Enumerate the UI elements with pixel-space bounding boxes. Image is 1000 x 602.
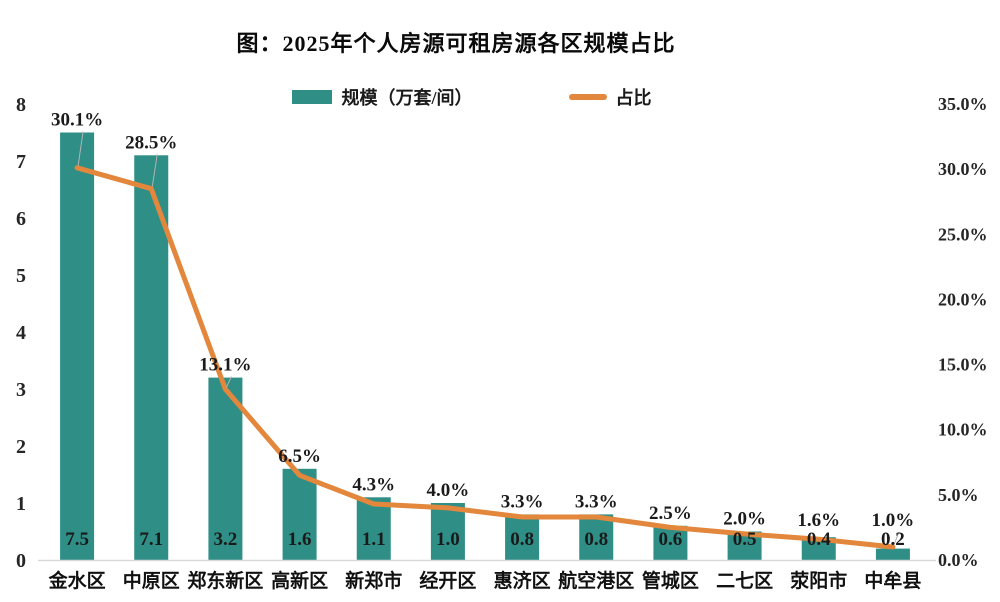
- bar-管城区: [653, 525, 688, 560]
- value-label-中原区: 7.1: [139, 529, 163, 550]
- x-tick-管城区: 管城区: [642, 569, 699, 592]
- left-tick-6: 6: [16, 208, 26, 230]
- share-label-郑东新区: 13.1%: [199, 355, 251, 376]
- share-label-经开区: 4.0%: [427, 480, 470, 501]
- left-tick-8: 8: [16, 94, 26, 116]
- value-label-中牟县: 0.2: [881, 529, 905, 550]
- right-tick-25.0%: 25.0%: [938, 224, 988, 244]
- right-tick-0.0%: 0.0%: [938, 550, 979, 570]
- x-tick-航空港区: 航空港区: [558, 569, 634, 592]
- value-label-郑东新区: 3.2: [214, 529, 238, 550]
- left-tick-0: 0: [16, 550, 26, 572]
- right-tick-15.0%: 15.0%: [938, 355, 988, 375]
- value-label-新郑市: 1.1: [362, 529, 386, 550]
- share-label-二七区: 2.0%: [723, 509, 766, 530]
- bar-新郑市: [356, 497, 391, 560]
- bar-swatch-icon: [292, 90, 333, 104]
- left-tick-1: 1: [16, 493, 26, 515]
- share-label-金水区: 30.1%: [51, 110, 103, 131]
- share-label-中原区: 28.5%: [125, 132, 177, 153]
- value-label-惠济区: 0.8: [510, 529, 534, 550]
- legend-label-scale: 规模（万套/间）: [341, 88, 473, 108]
- x-tick-金水区: 金水区: [48, 569, 106, 592]
- x-tick-新郑市: 新郑市: [345, 569, 402, 592]
- share-label-航空港区: 3.3%: [575, 491, 618, 512]
- value-label-二七区: 0.5: [733, 529, 757, 550]
- legend: 规模（万套/间） 占比: [0, 84, 972, 110]
- bar-中牟县: [875, 548, 910, 560]
- value-label-航空港区: 0.8: [584, 529, 608, 550]
- bar-航空港区: [579, 514, 614, 560]
- left-tick-7: 7: [16, 151, 26, 173]
- label-leader-line: [77, 131, 84, 166]
- left-tick-2: 2: [16, 436, 26, 458]
- right-tick-10.0%: 10.0%: [938, 420, 988, 440]
- label-leader-line: [225, 376, 232, 388]
- bar-惠济区: [505, 514, 540, 560]
- line-swatch-icon: [568, 94, 607, 100]
- x-tick-二七区: 二七区: [716, 570, 773, 592]
- share-label-高新区: 6.5%: [278, 446, 321, 467]
- right-tick-35.0%: 35.0%: [938, 94, 988, 114]
- share-line: [74, 165, 896, 550]
- x-tick-惠济区: 惠济区: [494, 569, 551, 592]
- right-tick-30.0%: 30.0%: [938, 159, 988, 179]
- share-label-新郑市: 4.3%: [352, 474, 395, 495]
- left-tick-4: 4: [16, 322, 26, 344]
- value-label-经开区: 1.0: [436, 529, 460, 550]
- right-tick-5.0%: 5.0%: [938, 485, 979, 505]
- label-leader-line: [893, 531, 900, 546]
- legend-item-scale: 规模（万套/间）: [292, 84, 473, 110]
- value-label-管城区: 0.6: [659, 529, 683, 550]
- x-tick-经开区: 经开区: [419, 569, 476, 592]
- bar-经开区: [430, 503, 465, 560]
- share-label-中牟县: 1.0%: [872, 510, 915, 531]
- left-tick-5: 5: [16, 265, 26, 287]
- x-tick-高新区: 高新区: [271, 569, 328, 592]
- x-tick-荥阳市: 荥阳市: [790, 569, 847, 592]
- share-label-管城区: 2.5%: [649, 503, 692, 524]
- x-tick-中原区: 中原区: [123, 569, 180, 592]
- x-tick-郑东新区: 郑东新区: [187, 569, 263, 592]
- bar-金水区: [60, 132, 95, 560]
- value-label-高新区: 1.6: [288, 529, 312, 550]
- label-leader-line: [151, 154, 158, 187]
- legend-label-share: 占比: [615, 88, 652, 108]
- left-tick-3: 3: [16, 379, 26, 401]
- chart-title: 图：2025年个人房源可租房源各区规模占比: [236, 31, 676, 56]
- right-tick-20.0%: 20.0%: [938, 289, 988, 309]
- value-label-荥阳市: 0.4: [807, 529, 831, 550]
- value-label-金水区: 7.5: [65, 529, 89, 550]
- x-tick-中牟县: 中牟县: [864, 569, 921, 592]
- bar-荥阳市: [801, 537, 836, 560]
- bar-郑东新区: [208, 377, 243, 560]
- share-label-惠济区: 3.3%: [501, 491, 544, 512]
- bar-高新区: [282, 468, 317, 560]
- legend-item-share: 占比: [568, 84, 652, 110]
- share-label-荥阳市: 1.6%: [797, 510, 840, 531]
